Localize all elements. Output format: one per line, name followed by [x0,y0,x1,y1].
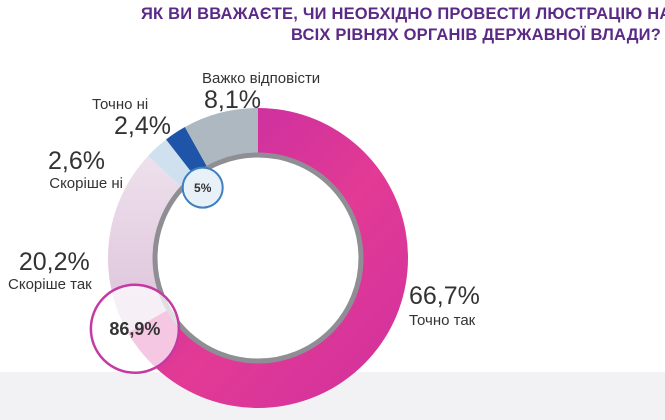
slice-name-hard-to-say: Важко відповісти [202,70,321,87]
chart-title-line-2: ВСІХ РІВНЯХ ОРГАНІВ ДЕРЖАВНОЇ ВЛАДИ? [291,26,661,44]
donut-inner-ring [152,152,364,364]
label-group-definitely-yes: 66,7% Точно так [409,282,480,330]
label-group-hard-to-say: Важко відповісти 8,1% [202,70,320,114]
chart-title: ЯК ВИ ВВАЖАЄТЕ, ЧИ НЕОБХІДНО ПРОВЕСТИ ЛЮ… [141,4,665,46]
slice-name-definitely-no: Точно ні [92,96,149,113]
callout-no-total-label: 5% [194,181,212,195]
label-group-definitely-no: Точно ні 2,4% [92,96,171,140]
slice-value-definitely-yes: 66,7% [409,282,480,310]
slice-name-definitely-yes: Точно так [409,312,476,329]
slice-value-rather-yes: 20,2% [18,248,90,276]
slice-name-rather-no: Скоріше ні [49,175,123,192]
label-group-rather-yes: 20,2% Скоріше так [8,248,92,294]
slice-rather-no [148,139,194,187]
slice-value-definitely-no: 2,4% [114,112,171,140]
label-group-rather-no: 2,6% Скоріше ні [48,147,123,193]
callout-yes-total-circle [89,283,181,374]
callout-yes-total-label: 86,9% [109,319,160,339]
slice-value-hard-to-say: 8,1% [204,86,261,114]
chart-title-line-1: ЯК ВИ ВВАЖАЄТЕ, ЧИ НЕОБХІДНО ПРОВЕСТИ ЛЮ… [141,5,665,23]
slice-definitely-no [166,127,207,176]
slice-hard-to-say [184,108,258,167]
slice-value-rather-no: 2,6% [48,147,105,175]
slice-name-rather-yes: Скоріше так [8,276,92,293]
slice-definitely-yes [127,108,409,408]
callout-no-total-circle [181,166,224,209]
